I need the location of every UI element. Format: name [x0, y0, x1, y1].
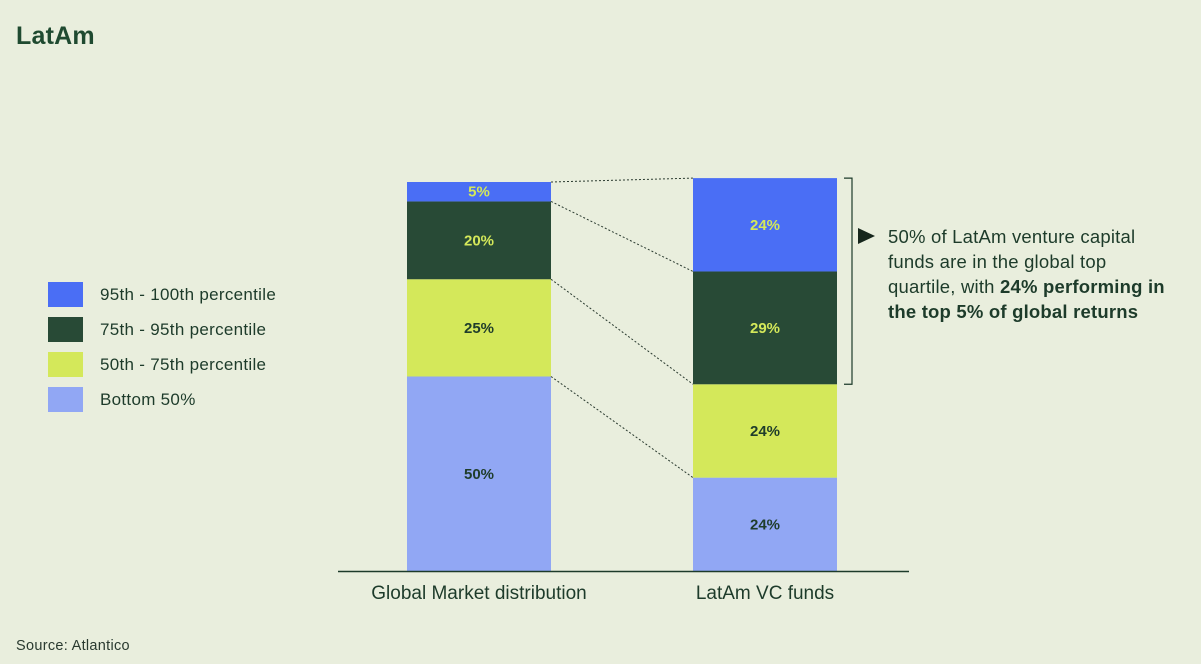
legend-swatch-bottom50: [48, 387, 83, 412]
legend-label-bottom50: Bottom 50%: [100, 389, 196, 409]
connector-line: [550, 177, 694, 183]
data-label: 24%: [750, 217, 780, 234]
bar-segment: [693, 384, 837, 478]
data-label: 24%: [750, 516, 780, 533]
bar-segment: [693, 271, 837, 385]
data-label: 50%: [464, 466, 494, 483]
callout-text-bold: 24% performing in the top 5% of global r…: [888, 276, 1165, 322]
legend-label-50-75: 50th - 75th percentile: [100, 354, 267, 374]
legend-item-50-75: 50th - 75th percentile: [48, 352, 276, 377]
category-label: LatAm VC funds: [696, 583, 834, 604]
legend-label-75-95: 75th - 95th percentile: [100, 319, 267, 339]
data-label: 20%: [464, 232, 494, 249]
connector-line: [550, 201, 694, 272]
source-note: Source: Atlantico: [16, 638, 130, 654]
callout-text-regular: 50% of LatAm venture capital funds are i…: [888, 226, 1136, 297]
bar-segment: [693, 477, 837, 571]
bar-segment: [693, 178, 837, 272]
legend-label-top5: 95th - 100th percentile: [100, 284, 277, 304]
connector-line: [550, 278, 694, 385]
legend-item-75-95: 75th - 95th percentile: [48, 317, 276, 342]
bar-segment: [407, 182, 551, 202]
data-label: 25%: [464, 320, 494, 337]
legend-swatch-50-75: [48, 352, 83, 377]
connector-line: [550, 376, 694, 479]
callout-annotation: 50% of LatAm venture capital funds are i…: [858, 224, 1178, 324]
page-title: LatAm: [16, 22, 95, 50]
chart-legend: 95th - 100th percentile 75th - 95th perc…: [48, 282, 276, 422]
triangle-arrow-icon: [858, 228, 875, 244]
callout-text: 50% of LatAm venture capital funds are i…: [888, 224, 1178, 324]
data-label: 29%: [750, 320, 780, 337]
legend-swatch-75-95: [48, 317, 83, 342]
bar-segment: [407, 201, 551, 280]
legend-item-top5: 95th - 100th percentile: [48, 282, 276, 307]
category-label: Global Market distribution: [371, 583, 586, 604]
bar-segment: [407, 279, 551, 377]
data-label: 24%: [750, 423, 780, 440]
legend-item-bottom50: Bottom 50%: [48, 387, 276, 412]
data-label: 5%: [468, 184, 490, 201]
legend-swatch-top5: [48, 282, 83, 307]
bar-segment: [407, 376, 551, 571]
top-quartile-bracket: [844, 177, 853, 385]
